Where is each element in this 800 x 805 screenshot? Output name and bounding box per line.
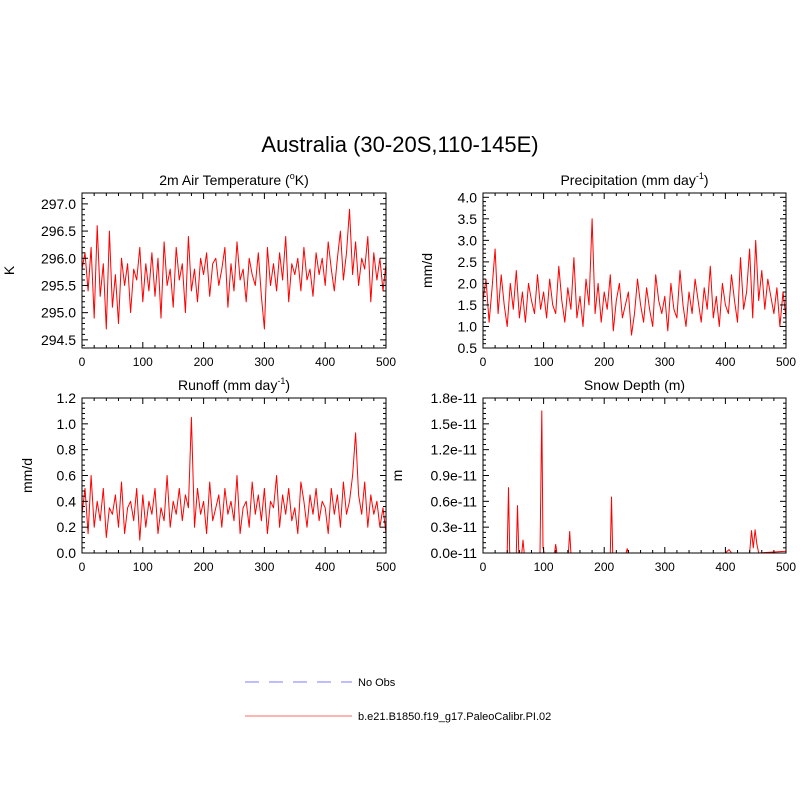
x-tick-label: 100: [133, 355, 153, 369]
y-tick-label: 1.5e-11: [431, 416, 478, 432]
y-tick-label: 3.5: [458, 211, 478, 227]
y-tick-label: 0.9e-11: [431, 468, 478, 484]
figure-title: Australia (30-20S,110-145E): [261, 132, 538, 157]
y-tick-label: 294.5: [41, 332, 76, 348]
legend-label-no-obs: No Obs: [358, 677, 396, 689]
x-tick-label: 0: [480, 355, 487, 369]
y-tick-label: 297.0: [41, 196, 76, 212]
y-tick-label: 1.0: [458, 318, 478, 334]
y-tick-label: 0.0e-11: [431, 545, 478, 561]
x-tick-label: 400: [715, 355, 735, 369]
y-tick-label: 0.6: [57, 468, 77, 484]
x-tick-label: 200: [594, 560, 614, 574]
panel-title: Snow Depth (m): [584, 377, 685, 393]
y-tick-label: 3.0: [458, 232, 478, 248]
panel-air-temperature: 0 100 200 300 400 500 294.5 295.0 295.5 296.0 296.…: [1, 171, 396, 369]
y-tick-label: 4.0: [458, 189, 478, 205]
y-axis-label: mm/d: [419, 253, 435, 288]
y-tick-label: 0.8: [57, 442, 77, 458]
x-tick-label: 200: [194, 560, 214, 574]
legend-label-model-run: b.e21.B1850.f19_g17.PaleoCalibr.PI.02: [358, 711, 551, 723]
y-tick-label: 296.5: [41, 223, 76, 239]
x-tick-label: 500: [376, 560, 396, 574]
plot-frame: [81, 397, 387, 554]
x-tick-label: 500: [376, 355, 396, 369]
series-line-air-temperature: [81, 208, 387, 330]
series-line-runoff: [81, 416, 387, 541]
x-tick-label: 400: [715, 560, 735, 574]
y-tick-label: 295.0: [41, 305, 76, 321]
x-tick-label: 500: [776, 560, 796, 574]
y-tick-label: 296.0: [41, 250, 76, 266]
y-tick-label: 0.4: [57, 493, 77, 509]
x-tick-label: 500: [776, 355, 796, 369]
panel-runoff: 0 100 200 300 400 500 0.0 0.2 0.4 0.6 0.8 1.0 1.2 mm/…: [19, 376, 396, 574]
x-tick-label: 400: [315, 355, 335, 369]
y-tick-label: 0.2: [57, 519, 77, 535]
y-tick-label: 1.0: [57, 416, 77, 432]
plot-frame: [482, 192, 787, 349]
x-tick-label: 300: [655, 560, 675, 574]
x-tick-label: 400: [315, 560, 335, 574]
x-tick-label: 200: [594, 355, 614, 369]
panel-title: Precipitation (mm day-1): [560, 171, 708, 188]
x-tick-label: 100: [534, 560, 554, 574]
x-tick-label: 100: [133, 560, 153, 574]
x-tick-label: 200: [194, 355, 214, 369]
y-tick-label: 0.6e-11: [431, 493, 478, 509]
series-line-snow-depth: [483, 410, 787, 554]
y-tick-label: 2.0: [458, 275, 478, 291]
series-line-precipitation: [482, 218, 787, 336]
x-tick-label: 0: [79, 560, 86, 574]
y-tick-label: 1.5: [458, 297, 478, 313]
y-tick-label: 1.2e-11: [431, 442, 478, 458]
plot-frame: [482, 397, 787, 554]
plot-frame: [81, 192, 387, 349]
y-tick-label: 0.3e-11: [431, 519, 478, 535]
y-tick-label: 2.5: [458, 254, 478, 270]
x-tick-label: 100: [534, 355, 554, 369]
y-tick-label: 0.5: [458, 340, 478, 356]
y-axis-label: mm/d: [19, 458, 35, 493]
x-tick-label: 0: [79, 355, 86, 369]
x-tick-label: 300: [254, 355, 274, 369]
panel-precipitation: 0 100 200 300 400 500 0.5 1.0 1.5 2.0 2.5 3.0 3.5 4.0…: [419, 171, 796, 369]
legend: No Obs b.e21.B1850.f19_g17.PaleoCalibr.P…: [245, 677, 551, 723]
x-tick-label: 300: [655, 355, 675, 369]
panel-title: Runoff (mm day-1): [178, 376, 290, 393]
x-tick-label: 0: [480, 560, 487, 574]
panel-snow-depth: 0 100 200 300 400 500 0.0e-11 0.3e-11 0.6e-11 0.9…: [389, 377, 796, 574]
y-axis-label: m: [389, 470, 405, 482]
y-axis-label: K: [1, 265, 17, 275]
y-tick-label: 1.2: [57, 390, 77, 406]
panel-title: 2m Air Temperature (oK): [159, 171, 308, 188]
y-tick-label: 295.5: [41, 277, 76, 293]
x-tick-label: 300: [254, 560, 274, 574]
y-tick-label: 1.8e-11: [431, 390, 478, 406]
y-tick-label: 0.0: [57, 545, 77, 561]
